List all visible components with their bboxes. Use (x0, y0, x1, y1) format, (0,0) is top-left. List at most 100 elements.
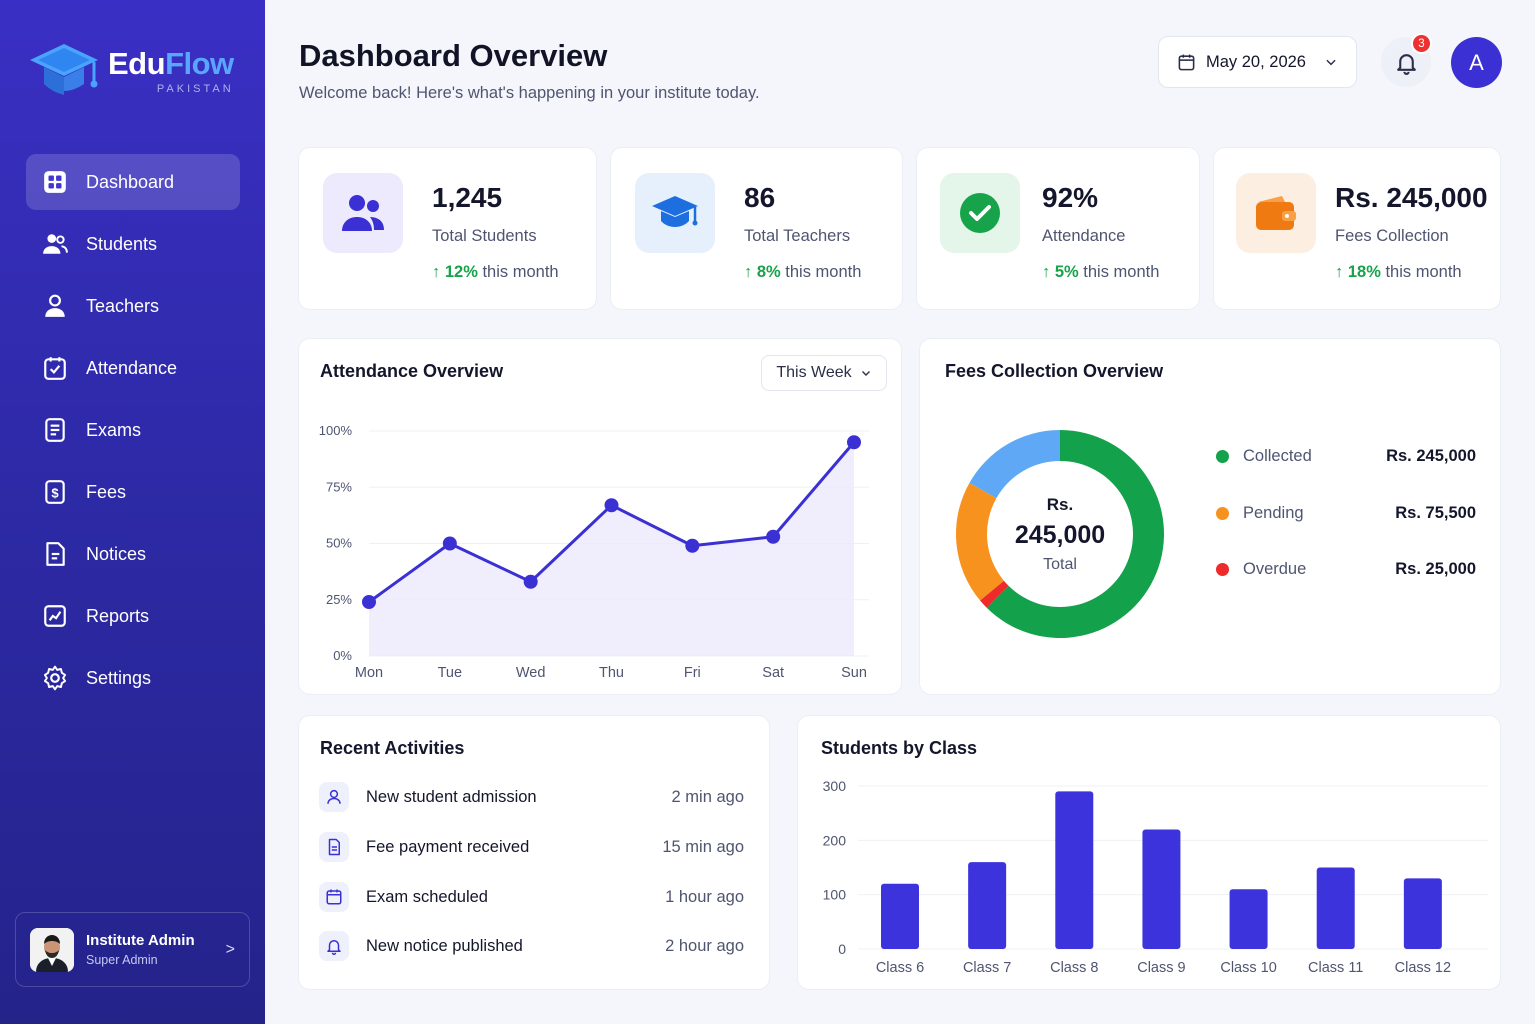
attendance-line-chart: 0% 25% 50% 75% 100% Mon Tue Wed Thu Fri Sat Sun (319, 423, 869, 681)
legend-dot (1216, 563, 1229, 576)
avatar (30, 927, 74, 972)
stat-value: 92% (1042, 182, 1099, 213)
legend-name: Collected (1243, 447, 1312, 465)
activity-item[interactable]: Fee payment received 15 min ago (319, 832, 744, 862)
sidebar-item-settings[interactable]: Settings (26, 650, 240, 706)
bell-icon (1396, 53, 1416, 75)
bar (1142, 829, 1181, 949)
x-tick-label: Mon (355, 665, 383, 681)
legend-dot (1216, 450, 1229, 463)
check-circle-icon (940, 173, 1020, 253)
bar (1403, 878, 1442, 949)
data-point (766, 529, 781, 544)
sidebar-item-label: Notices (86, 543, 147, 564)
fees-icon: $ (45, 480, 65, 504)
chevron-down-icon (1326, 59, 1336, 66)
students-by-class-card: Students by Class 0 100 200 300 Class 6 Class… (797, 715, 1501, 990)
bell-icon (319, 931, 349, 961)
trend-value: 5% (1054, 263, 1079, 281)
calendar-icon (1178, 54, 1195, 70)
y-tick-label: 0 (838, 941, 846, 957)
students-icon (43, 234, 68, 254)
sidebar-item-teachers[interactable]: Teachers (26, 278, 240, 334)
legend-item: Overdue Rs. 25,000 (1216, 560, 1476, 579)
sidebar-item-exams[interactable]: Exams (26, 402, 240, 458)
sidebar-item-label: Students (86, 233, 158, 254)
x-tick-label: Class 8 (1050, 960, 1098, 976)
stat-trend: ↑ 8% this month (744, 263, 861, 282)
user-icon (319, 782, 349, 812)
data-point (523, 574, 538, 589)
brand-logo[interactable]: EduFlow PAKISTAN (28, 40, 234, 102)
data-point (604, 498, 619, 513)
donut-center: Rs. 245,000 Total (980, 495, 1140, 574)
page-subtitle: Welcome back! Here's what's happening in… (299, 84, 760, 102)
user-name: Institute Admin (86, 932, 195, 949)
sidebar-item-label: Reports (86, 605, 150, 626)
graduation-cap-icon (635, 173, 715, 253)
y-tick-label: 300 (823, 778, 847, 794)
activity-item[interactable]: Exam scheduled 1 hour ago (319, 882, 744, 912)
stat-card-fees: Rs. 245,000 Fees Collection ↑ 18% this m… (1213, 147, 1501, 310)
stat-card-attendance: 92% Attendance ↑ 5% this month (916, 147, 1200, 310)
sidebar-item-notices[interactable]: Notices (26, 526, 240, 582)
brand-name-part1: Edu (108, 45, 166, 81)
legend-name: Overdue (1243, 560, 1307, 578)
activity-item[interactable]: New student admission 2 min ago (319, 782, 744, 812)
x-tick-label: Class 6 (876, 960, 924, 976)
activity-item[interactable]: New notice published 2 hour ago (319, 931, 744, 961)
sidebar-item-label: Settings (86, 667, 152, 688)
card-title: Attendance Overview (320, 361, 504, 381)
notification-badge: 3 (1411, 33, 1432, 54)
brand-subtitle: PAKISTAN (156, 82, 234, 95)
sidebar-item-fees[interactable]: $ Fees (26, 464, 240, 520)
notices-icon (46, 542, 65, 566)
range-select-label: This Week (776, 364, 852, 381)
activity-time: 2 min ago (671, 787, 744, 806)
x-tick-label: Class 9 (1137, 960, 1185, 976)
gear-icon (43, 665, 67, 691)
students-icon (323, 173, 403, 253)
sidebar-item-attendance[interactable]: Attendance (26, 340, 240, 396)
profile-avatar[interactable]: A (1451, 37, 1502, 88)
donut-center-value: 245,000 (1014, 521, 1106, 549)
wallet-icon (1236, 173, 1316, 253)
x-tick-label: Thu (599, 665, 624, 681)
attendance-icon (44, 357, 66, 380)
user-profile-card[interactable]: Institute Admin Super Admin > (15, 912, 250, 987)
trend-value: 8% (756, 263, 781, 281)
sidebar-item-dashboard[interactable]: Dashboard (26, 154, 240, 210)
sidebar: EduFlow PAKISTAN Dashboard Students Teac… (0, 0, 265, 1024)
card-title: Recent Activities (320, 738, 465, 758)
page-title: Dashboard Overview (299, 38, 608, 73)
stat-trend: ↑ 18% this month (1335, 263, 1462, 282)
donut-center-prefix: Rs. (1046, 495, 1074, 514)
sidebar-item-label: Exams (86, 419, 142, 440)
donut-center-label: Total (1043, 556, 1077, 573)
activity-time: 2 hour ago (665, 936, 744, 955)
chevron-down-icon (861, 371, 870, 376)
students-bar-chart: 0 100 200 300 Class 6 Class 7 Class 8 Class 9 Cl… (823, 778, 1488, 976)
sidebar-item-label: Dashboard (86, 171, 175, 192)
donut-slice (956, 482, 1004, 601)
date-picker[interactable]: May 20, 2026 (1158, 36, 1357, 88)
y-tick-label: 25% (326, 592, 352, 607)
legend-item: Collected Rs. 245,000 (1216, 447, 1476, 466)
activity-text: Exam scheduled (366, 887, 488, 906)
svg-text:$: $ (51, 485, 59, 500)
stat-trend: ↑ 12% this month (432, 263, 559, 282)
activity-time: 15 min ago (662, 837, 744, 856)
y-tick-label: 200 (823, 832, 847, 848)
x-tick-label: Class 7 (963, 960, 1011, 976)
dashboard-icon (44, 171, 66, 193)
stat-value: 86 (744, 182, 776, 213)
bar (968, 862, 1007, 949)
sidebar-item-reports[interactable]: Reports (26, 588, 240, 644)
trend-value: 18% (1347, 263, 1381, 281)
stat-label: Total Teachers (744, 227, 851, 245)
range-select[interactable]: This Week (761, 355, 887, 391)
user-role: Super Admin (86, 953, 158, 967)
bar (1055, 791, 1094, 949)
sidebar-item-students[interactable]: Students (26, 216, 240, 272)
y-tick-label: 0% (333, 648, 352, 663)
